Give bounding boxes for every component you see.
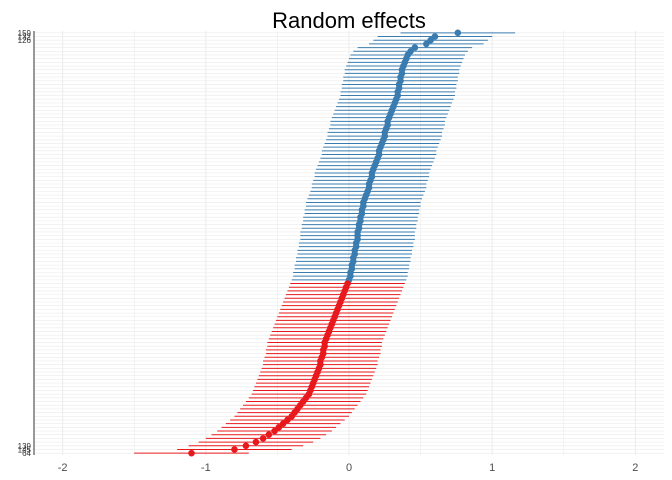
x-axis: -2 -1 0 1 2 xyxy=(58,462,639,474)
chart-title: Random effects xyxy=(272,8,426,33)
y-tick-label: 132 xyxy=(18,33,32,42)
effect-point xyxy=(252,438,260,446)
effect-point xyxy=(288,412,296,420)
effect-point xyxy=(427,36,434,44)
effect-point xyxy=(454,29,462,37)
effect-point xyxy=(271,427,278,435)
effect-point xyxy=(279,420,287,427)
effect-point xyxy=(231,446,238,453)
x-tick-label: -1 xyxy=(201,462,211,474)
effect-point xyxy=(265,431,273,439)
effect-point xyxy=(275,424,283,431)
effect-point xyxy=(259,435,267,442)
effect-point xyxy=(411,44,419,51)
x-tick-label: -2 xyxy=(58,462,68,474)
effect-point xyxy=(423,40,430,48)
effect-point xyxy=(431,33,439,40)
x-tick-label: 1 xyxy=(489,462,495,474)
effect-point xyxy=(284,416,291,424)
effect-point xyxy=(188,449,195,457)
x-tick-label: 2 xyxy=(632,462,638,474)
y-tick-label: 159 xyxy=(18,29,32,38)
y-tick-label: 64 xyxy=(22,449,31,458)
x-tick-label: 0 xyxy=(346,462,352,474)
effect-point xyxy=(242,442,250,450)
y-tick-label: 126 xyxy=(18,36,32,45)
series-layer xyxy=(134,29,516,457)
y-tick-label: 145 xyxy=(18,445,32,454)
y-tick-label: 139 xyxy=(18,442,32,451)
